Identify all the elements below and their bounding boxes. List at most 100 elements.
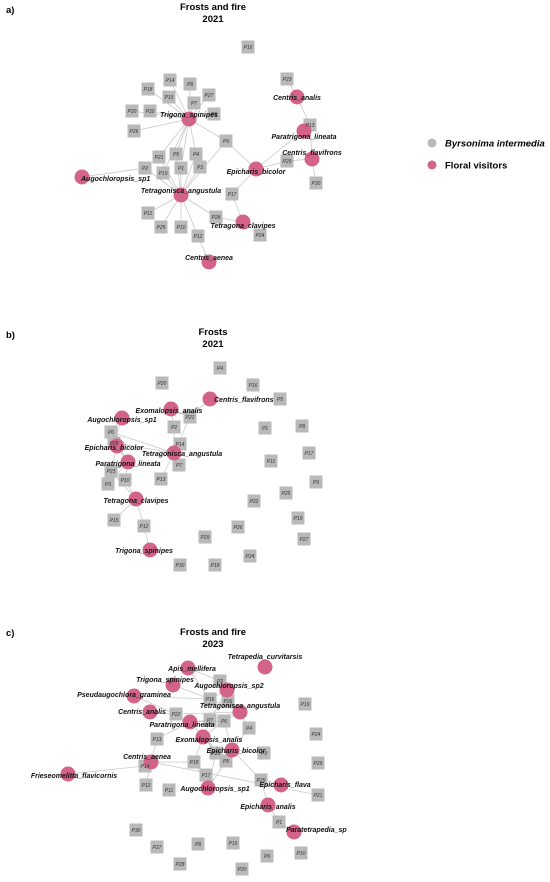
plant-node-label: P15: [165, 95, 174, 101]
plant-node-label: P29: [283, 159, 292, 165]
plant-node-label: P4: [246, 726, 252, 732]
plant-node-p8: [191, 837, 205, 851]
visitor-node-augochloropsis-sp1: [200, 780, 216, 796]
visitor-node-label: Epicharis_bicolor: [227, 169, 287, 176]
plant-node-p29: [198, 530, 212, 544]
plant-node-label: P1: [178, 166, 184, 172]
plant-node-p25: [254, 773, 268, 787]
plant-node-label: P14: [176, 442, 185, 448]
legend-plant-label: Byrsonima intermedia: [445, 139, 545, 150]
visitor-node-augochloropsis-sp1: [74, 169, 90, 185]
legend-plant-marker: [427, 138, 437, 148]
visitor-node-label: Augochloropsis_sp1: [80, 176, 150, 183]
plant-node-p21: [311, 788, 325, 802]
plant-node-p29: [280, 154, 294, 168]
plant-node-label: P1: [276, 820, 282, 826]
plant-node-label: P3: [197, 165, 203, 171]
plant-node-label: P17: [305, 451, 314, 457]
plant-node-p27: [150, 840, 164, 854]
plant-node-p24: [243, 549, 257, 563]
visitor-node-augochloropsis-sp2: [219, 682, 235, 698]
plant-node-label: P13: [306, 123, 315, 129]
plant-node-label: P5: [223, 759, 229, 765]
plant-node-p3: [193, 160, 207, 174]
plant-node-p1: [258, 421, 272, 435]
plant-node-label: P1: [262, 426, 268, 432]
plant-node-p30: [129, 823, 143, 837]
plant-node-p24: [309, 727, 323, 741]
plant-node-p21: [152, 150, 166, 164]
panel-c-title: Frosts and fire: [180, 627, 246, 638]
plant-node-p26: [127, 124, 141, 138]
plant-node-p20: [235, 862, 249, 876]
legend-visitor-marker: [427, 160, 437, 170]
plant-node-label: P12: [142, 783, 151, 789]
visitor-node-centris-flavifrons: [304, 151, 320, 167]
plant-node-label: P20: [128, 109, 137, 115]
plant-node-p14: [163, 73, 177, 87]
plant-node-p30: [309, 176, 323, 190]
plant-node-label: P13: [157, 477, 166, 483]
plant-node-p11: [141, 206, 155, 220]
panel-a-subtitle: 2021: [202, 14, 224, 25]
plant-node-p15: [107, 513, 121, 527]
visitor-node-label: Paratrigona_lineata: [150, 722, 215, 729]
plant-node-p26: [231, 520, 245, 534]
visitor-node-paratrigona-lineata: [120, 454, 136, 470]
visitor-node-label: Epicharis_bicolor: [85, 445, 145, 452]
network-nodes: [60, 40, 325, 876]
plant-node-p25: [154, 220, 168, 234]
visitor-node-centris-analis: [142, 704, 158, 720]
plant-node-label: P16: [244, 45, 253, 51]
plant-node-p3: [257, 746, 271, 760]
plant-node-p6: [104, 425, 118, 439]
plant-node-label: P20: [238, 867, 247, 873]
plant-node-p13: [150, 732, 164, 746]
network-edge: [147, 88, 190, 120]
visitor-node-paratrigona-lineata: [296, 123, 312, 139]
plant-node-p17: [199, 768, 213, 782]
visitor-node-label: Centris_analis: [273, 95, 321, 102]
plant-node-label: P21: [314, 793, 323, 799]
plant-node-label: P6: [211, 112, 217, 118]
visitor-node-tetragonisca-angustula: [166, 445, 182, 461]
plant-node-p21: [183, 410, 197, 424]
plant-node-p5: [169, 147, 183, 161]
visitor-node-label: Pseudaugochlora_graminea: [77, 692, 171, 699]
plant-node-p17: [225, 187, 239, 201]
plant-node-label: P23: [107, 469, 116, 475]
plant-node-p11: [264, 454, 278, 468]
network-edge: [131, 110, 190, 120]
plant-node-p30: [173, 558, 187, 572]
plant-node-label: P28: [212, 215, 221, 221]
visitor-node-trigona-spinipes: [181, 111, 197, 127]
plant-node-p26: [221, 694, 235, 708]
plant-node-p22: [169, 707, 183, 721]
visitor-node-label: Trigona_spinipes: [115, 548, 173, 555]
plant-node-p16: [203, 692, 217, 706]
panel-c-letter: c): [6, 628, 14, 639]
plant-node-label: P29: [201, 535, 210, 541]
visitor-node-epicharis-analis: [260, 797, 276, 813]
visitor-node-epicharis-flava: [273, 777, 289, 793]
visitor-node-label: Frieseomelitta_flavicornis: [31, 773, 117, 780]
plant-node-label: P8: [187, 82, 193, 88]
plant-node-label: P10: [297, 851, 306, 857]
plant-node-label: P2: [171, 425, 177, 431]
visitor-node-label: Tetragonisca_angustula: [142, 451, 222, 458]
visitor-node-label: Epicharis_analis: [240, 804, 295, 811]
visitor-node-tetrapedia-curvitarsis: [257, 659, 273, 675]
plant-node-p9: [219, 134, 233, 148]
plant-node-label: P18: [144, 87, 153, 93]
plant-node-label: P6: [108, 430, 114, 436]
plant-node-label: P22: [172, 712, 181, 718]
visitor-node-trigona-spinipes: [165, 677, 181, 693]
visitor-node-frieseomelitta-flavicornis: [60, 766, 76, 782]
plant-node-label: P16: [249, 383, 258, 389]
plant-node-label: P25: [282, 491, 291, 497]
network-labels: P16 P14 P8 P18 P15 P27 P20 P22 P7 P6 P26 P21 P9 P19 P5…: [31, 45, 348, 873]
plant-node-label: P3: [105, 482, 111, 488]
visitor-node-exomalopsis-analis: [163, 401, 179, 417]
network-edge: [133, 695, 211, 700]
plant-node-label: P9: [264, 854, 270, 860]
